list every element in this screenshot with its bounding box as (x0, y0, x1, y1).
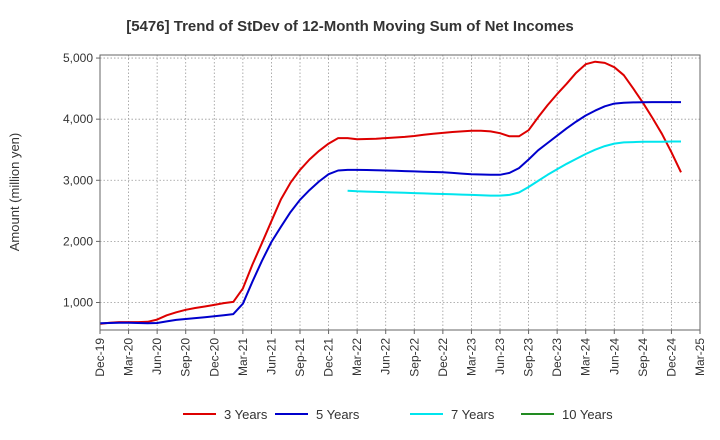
x-tick-label: Sep-22 (407, 338, 421, 377)
x-tick-label: Mar-23 (464, 338, 478, 376)
y-tick-label: 5,000 (63, 51, 93, 65)
x-tick-label: Sep-20 (179, 338, 193, 377)
legend-label: 3 Years (224, 407, 268, 422)
series-line-7-years (347, 140, 681, 197)
y-axis-label: Amount (million yen) (7, 133, 22, 252)
x-tick-label: Dec-21 (322, 338, 336, 377)
y-tick-label: 1,000 (63, 296, 93, 310)
legend-label: 10 Years (562, 407, 613, 422)
x-tick-label: Dec-23 (550, 338, 564, 377)
x-tick-label: Mar-22 (350, 338, 364, 376)
x-tick-label: Jun-22 (379, 338, 393, 375)
plot-frame (99, 54, 701, 331)
x-tick-label: Mar-25 (693, 338, 707, 376)
x-tick-label: Sep-23 (522, 338, 536, 377)
series-layer (99, 60, 682, 325)
y-tick-label: 4,000 (63, 112, 93, 126)
y-tick-label: 3,000 (63, 173, 93, 187)
x-tick-label: Mar-21 (236, 338, 250, 376)
legend-label: 7 Years (451, 407, 495, 422)
x-tick-label: Mar-20 (122, 338, 136, 376)
legend: 3 Years 5 Years 7 Years 10 Years (183, 407, 613, 422)
x-tick-label: Mar-24 (579, 338, 593, 376)
x-tick-label: Dec-20 (207, 338, 221, 377)
x-tick-label: Jun-23 (493, 338, 507, 375)
x-tick-label: Jun-20 (150, 338, 164, 375)
x-tick-label: Dec-24 (664, 338, 678, 377)
y-tick-label: 2,000 (63, 234, 93, 248)
series-line-5-years (99, 101, 681, 325)
x-tick-label: Dec-19 (93, 338, 107, 377)
y-axis: 1,000 2,000 3,000 4,000 5,000 (63, 51, 100, 310)
x-tick-label: Jun-24 (607, 338, 621, 375)
x-tick-label: Sep-24 (636, 338, 650, 377)
series-line-3-years (99, 60, 682, 325)
legend-label: 5 Years (316, 407, 360, 422)
x-tick-label: Jun-21 (264, 338, 278, 375)
x-axis: Dec-19 Mar-20 Jun-20 Sep-20 Dec-20 Mar-21 Jun-… (93, 330, 707, 377)
x-tick-label: Dec-22 (436, 338, 450, 377)
chart-title: [5476] Trend of StDev of 12-Month Moving… (126, 18, 574, 35)
x-tick-label: Sep-21 (293, 338, 307, 377)
